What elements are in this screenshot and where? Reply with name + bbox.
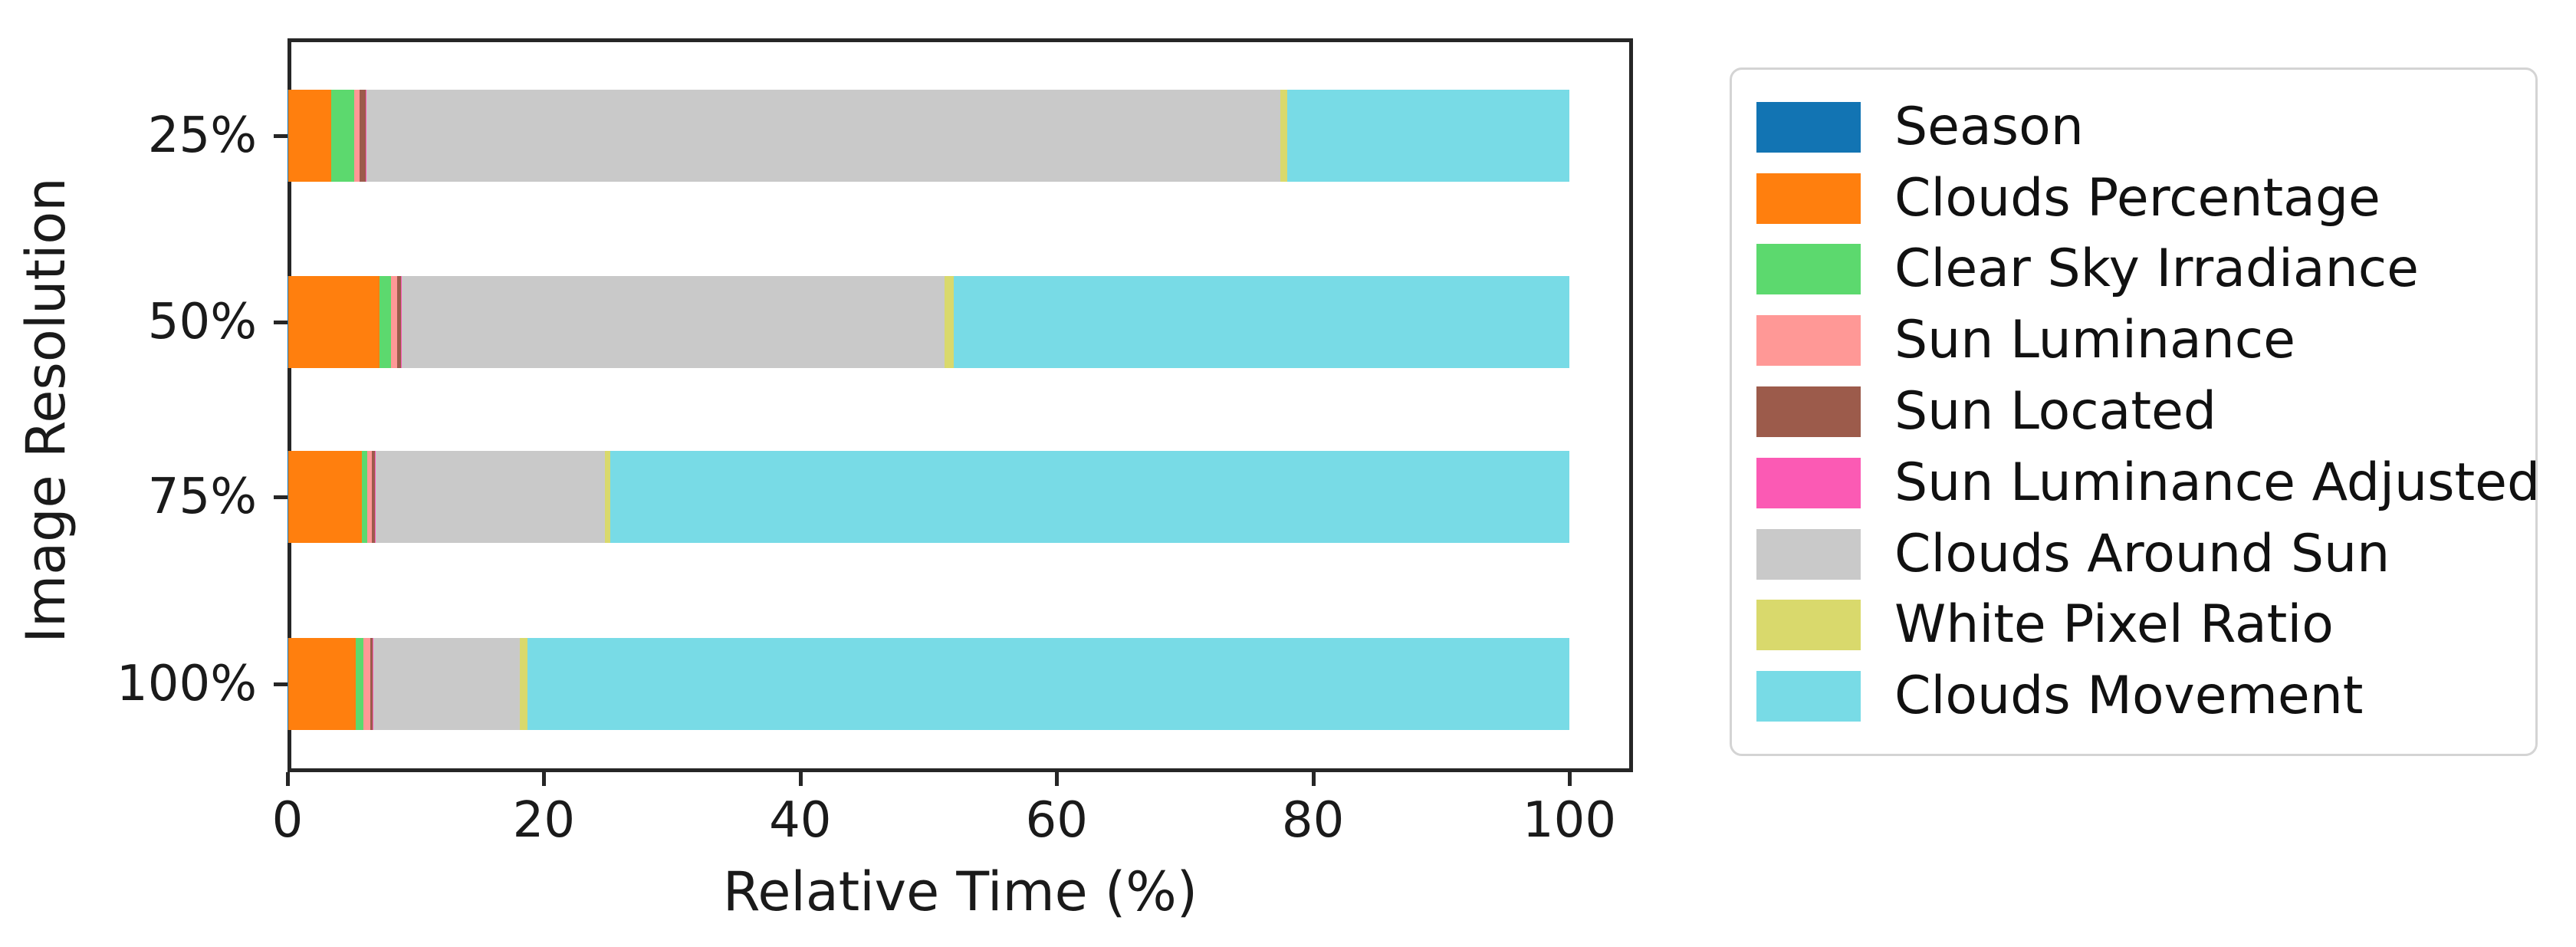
bar-segment-sun-luminance-25%	[353, 90, 360, 182]
legend-item-sun-luminance-adjusted: Sun Luminance Adjusted	[1756, 455, 2540, 511]
x-tick-mark-0	[286, 772, 290, 786]
x-tick-label-40: 40	[769, 792, 832, 849]
legend-swatch-icon	[1756, 315, 1861, 367]
bar-segment-sun-luminance-50%	[390, 276, 397, 368]
x-tick-mark-100	[1568, 772, 1572, 786]
legend-swatch-icon	[1756, 173, 1861, 224]
legend-item-clouds-movement: Clouds Movement	[1756, 669, 2535, 724]
bar-segment-sun-located-100%	[370, 638, 373, 730]
legend-item-sun-located: Sun Located	[1756, 380, 2535, 442]
bar-segment-sun-located-50%	[396, 276, 401, 368]
bar-segment-clouds-around-sun-25%	[366, 90, 1280, 182]
bar-segment-clouds-around-sun-75%	[376, 451, 605, 543]
x-tick-label-20: 20	[512, 792, 576, 849]
legend-label: Clear Sky Irradiance	[1894, 238, 2419, 300]
bar-segment-sun-luminance-75%	[367, 451, 373, 543]
x-axis-label: Relative Time (%)	[722, 860, 1198, 923]
y-tick-mark-75%	[274, 495, 288, 499]
legend-label: Clouds Movement	[1894, 666, 2364, 727]
x-tick-mark-60	[1055, 772, 1060, 786]
y-tick-label-75%: 75%	[147, 469, 257, 525]
y-tick-label-100%: 100%	[117, 656, 257, 712]
legend-label: Sun Luminance	[1894, 310, 2295, 371]
bar-segment-clouds-around-sun-50%	[401, 276, 945, 368]
legend-swatch-icon	[1756, 600, 1861, 651]
bar-segment-sun-located-75%	[372, 451, 376, 543]
bar-segment-white-pixel-ratio-100%	[520, 638, 528, 730]
legend-item-clouds-around-sun: Clouds Around Sun	[1756, 523, 2535, 584]
legend-swatch-icon	[1756, 457, 1861, 508]
x-tick-label-80: 80	[1281, 792, 1345, 849]
legend-label: Sun Located	[1894, 380, 2216, 442]
y-axis-label: Image Resolution	[15, 177, 77, 643]
legend-label: Clouds Percentage	[1894, 167, 2380, 229]
bar-segment-sun-luminance-adjusted-75%	[375, 451, 376, 543]
bar-segment-clear-sky-irradiance-75%	[361, 451, 368, 543]
legend-swatch-icon	[1756, 671, 1861, 722]
bar-segment-clouds-movement-100%	[527, 638, 1569, 730]
bar-row-75%	[288, 451, 1569, 543]
plot-area	[288, 38, 1633, 772]
bar-segment-clouds-around-sun-100%	[373, 638, 521, 730]
bar-segment-sun-luminance-adjusted-50%	[400, 276, 402, 368]
bar-segment-clear-sky-irradiance-50%	[379, 276, 391, 368]
y-tick-label-50%: 50%	[147, 294, 257, 350]
bar-segment-clouds-percentage-75%	[288, 451, 362, 543]
bar-segment-sun-located-25%	[359, 90, 366, 182]
bar-segment-clouds-movement-75%	[610, 451, 1569, 543]
x-tick-label-60: 60	[1025, 792, 1088, 849]
legend-item-sun-luminance: Sun Luminance	[1756, 313, 2535, 368]
bar-segment-clear-sky-irradiance-25%	[330, 90, 354, 182]
legend-label: Clouds Around Sun	[1894, 523, 2390, 584]
bar-segment-sun-luminance-100%	[363, 638, 370, 730]
bar-segment-clouds-movement-25%	[1287, 90, 1569, 182]
bar-segment-clouds-percentage-50%	[288, 276, 380, 368]
bar-segment-white-pixel-ratio-50%	[944, 276, 955, 368]
legend-label: Sun Luminance Adjusted	[1894, 452, 2541, 513]
x-tick-mark-40	[798, 772, 803, 786]
bar-row-50%	[288, 276, 1569, 368]
bar-segment-clouds-percentage-100%	[288, 638, 356, 730]
bar-segment-white-pixel-ratio-25%	[1280, 90, 1288, 182]
legend-swatch-icon	[1756, 101, 1861, 153]
bar-segment-clouds-percentage-25%	[288, 90, 331, 182]
y-tick-mark-100%	[274, 682, 288, 686]
legend-label: Season	[1894, 96, 2084, 157]
y-tick-label-25%: 25%	[147, 107, 257, 164]
legend-item-clear-sky-irradiance: Clear Sky Irradiance	[1756, 242, 2535, 297]
x-tick-mark-20	[542, 772, 547, 786]
bar-segment-clear-sky-irradiance-100%	[356, 638, 364, 730]
y-tick-mark-25%	[274, 134, 288, 138]
x-tick-mark-80	[1311, 772, 1316, 786]
bar-segment-clouds-movement-50%	[954, 276, 1569, 368]
bar-segment-white-pixel-ratio-75%	[604, 451, 611, 543]
y-tick-mark-50%	[274, 321, 288, 324]
x-tick-label-0: 0	[271, 792, 304, 849]
bar-row-100%	[288, 638, 1569, 730]
legend-item-season: Season	[1756, 96, 2535, 157]
legend-item-clouds-percentage: Clouds Percentage	[1756, 167, 2535, 229]
legend-label: White Pixel Ratio	[1894, 594, 2334, 656]
legend: Season Clouds Percentage Clear Sky Irradia…	[1730, 67, 2540, 756]
bar-row-25%	[288, 90, 1569, 182]
legend-swatch-icon	[1756, 244, 1861, 295]
legend-item-white-pixel-ratio: White Pixel Ratio	[1756, 597, 2535, 653]
legend-swatch-icon	[1756, 386, 1861, 437]
x-tick-label-100: 100	[1522, 792, 1617, 849]
legend-swatch-icon	[1756, 528, 1861, 580]
